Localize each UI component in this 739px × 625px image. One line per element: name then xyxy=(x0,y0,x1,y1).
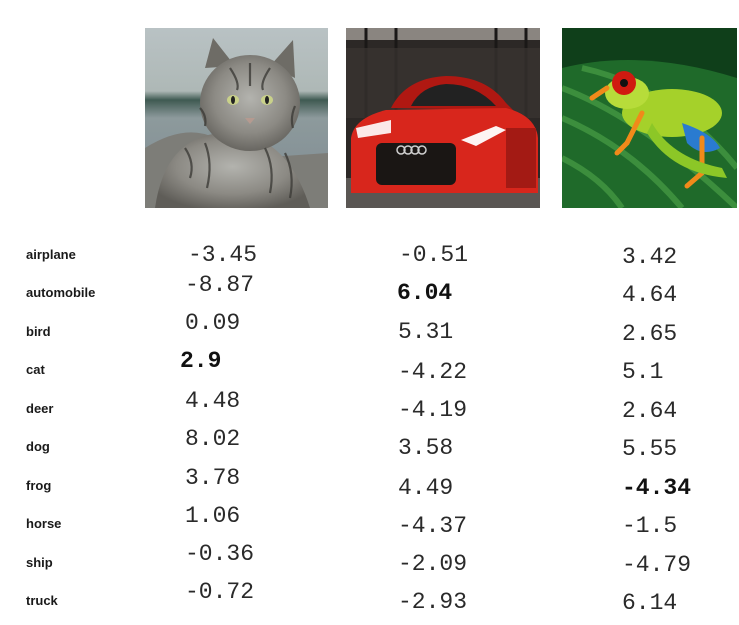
score-frog-col3: -4.34 xyxy=(622,475,692,501)
score-airplane-col2: -0.51 xyxy=(399,242,469,268)
score-airplane-col3: 3.42 xyxy=(622,244,678,270)
score-horse-col1: 1.06 xyxy=(185,503,241,529)
score-deer-col3: 2.64 xyxy=(622,398,678,424)
class-label-horse: horse xyxy=(26,516,62,531)
class-label-cat: cat xyxy=(26,362,45,377)
score-cat-col1: 2.9 xyxy=(180,348,222,374)
frog-image xyxy=(562,28,737,208)
score-dog-col2: 3.58 xyxy=(398,435,454,461)
score-cat-col2: -4.22 xyxy=(398,359,468,385)
score-horse-col3: -1.5 xyxy=(622,513,678,539)
score-automobile-col3: 4.64 xyxy=(622,282,678,308)
score-horse-col2: -4.37 xyxy=(398,513,468,539)
score-bird-col2: 5.31 xyxy=(398,319,454,345)
class-label-truck: truck xyxy=(26,593,58,608)
score-ship-col2: -2.09 xyxy=(398,551,468,577)
score-dog-col1: 8.02 xyxy=(185,426,241,452)
class-label-ship: ship xyxy=(26,555,53,570)
score-airplane-col1: -3.45 xyxy=(188,242,258,268)
score-bird-col3: 2.65 xyxy=(622,321,678,347)
class-label-dog: dog xyxy=(26,439,50,454)
score-frog-col1: 3.78 xyxy=(185,465,241,491)
score-frog-col2: 4.49 xyxy=(398,475,454,501)
score-deer-col2: -4.19 xyxy=(398,397,468,423)
score-truck-col1: -0.72 xyxy=(185,579,255,605)
class-label-deer: deer xyxy=(26,401,54,416)
score-automobile-col2: 6.04 xyxy=(397,280,453,306)
score-truck-col2: -2.93 xyxy=(398,589,468,615)
car-image xyxy=(346,28,540,208)
score-deer-col1: 4.48 xyxy=(185,388,241,414)
class-label-frog: frog xyxy=(26,478,52,493)
score-bird-col1: 0.09 xyxy=(185,310,241,336)
cat-image xyxy=(145,28,328,208)
score-automobile-col1: -8.87 xyxy=(185,272,255,298)
score-dog-col3: 5.55 xyxy=(622,436,678,462)
score-truck-col3: 6.14 xyxy=(622,590,678,616)
score-ship-col3: -4.79 xyxy=(622,552,692,578)
class-label-bird: bird xyxy=(26,324,51,339)
score-cat-col3: 5.1 xyxy=(622,359,664,385)
score-ship-col1: -0.36 xyxy=(185,541,255,567)
class-label-airplane: airplane xyxy=(26,247,76,262)
class-label-automobile: automobile xyxy=(26,285,96,300)
